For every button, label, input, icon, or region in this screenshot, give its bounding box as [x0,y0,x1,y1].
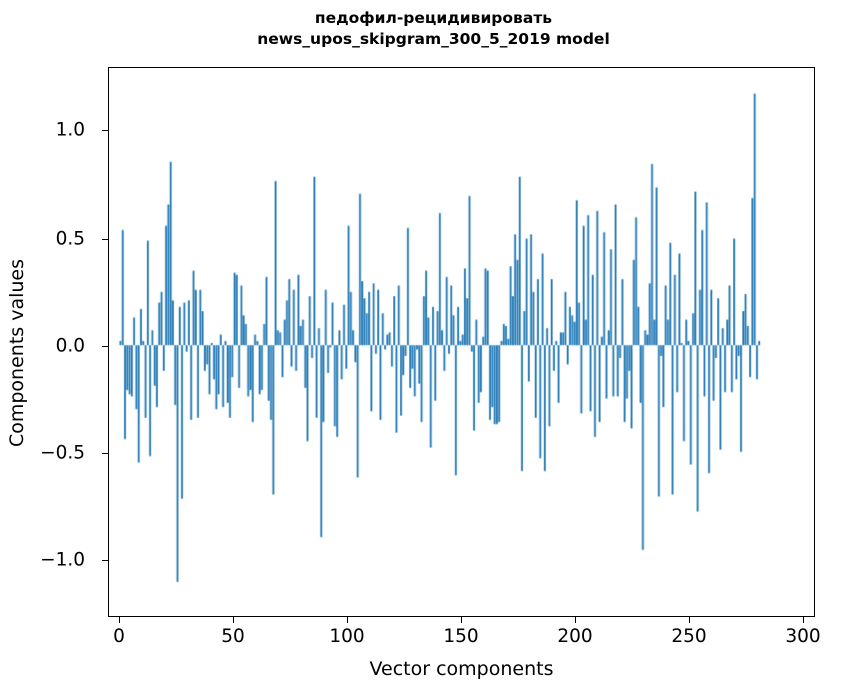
x-axis-label: Vector components [369,658,554,680]
y-tick-mark [102,130,108,132]
x-tick-mark [575,617,577,623]
chart-title-line2: news_upos_skipgram_300_5_2019 model [257,29,610,48]
x-tick-label: 250 [671,626,707,647]
y-tick-label: 1.0 [55,119,85,141]
x-tick-label: 50 [221,626,245,647]
bar-series-canvas [109,68,814,616]
y-tick-label: 0.0 [55,335,85,357]
x-tick-label: 300 [785,626,821,647]
y-tick-mark [102,560,108,562]
x-tick-mark [233,617,235,623]
x-tick-label: 0 [113,626,125,647]
plot-area [108,67,815,617]
x-tick-mark [689,617,691,623]
x-tick-mark [119,617,121,623]
y-tick-mark [102,346,108,348]
x-tick-mark [803,617,805,623]
chart-title: педофил-рецидивировать news_upos_skipgra… [0,8,867,49]
y-tick-label: −1.0 [40,549,85,571]
x-tick-label: 150 [443,626,479,647]
x-tick-label: 200 [557,626,593,647]
x-tick-mark [461,617,463,623]
y-axis-label: Components values [6,258,28,448]
x-tick-mark [347,617,349,623]
y-tick-mark [102,453,108,455]
y-tick-mark [102,239,108,241]
chart-title-line1: педофил-рецидивировать [314,9,553,27]
x-tick-label: 100 [329,626,365,647]
y-tick-label: −0.5 [40,442,85,464]
y-tick-label: 0.5 [55,228,85,250]
